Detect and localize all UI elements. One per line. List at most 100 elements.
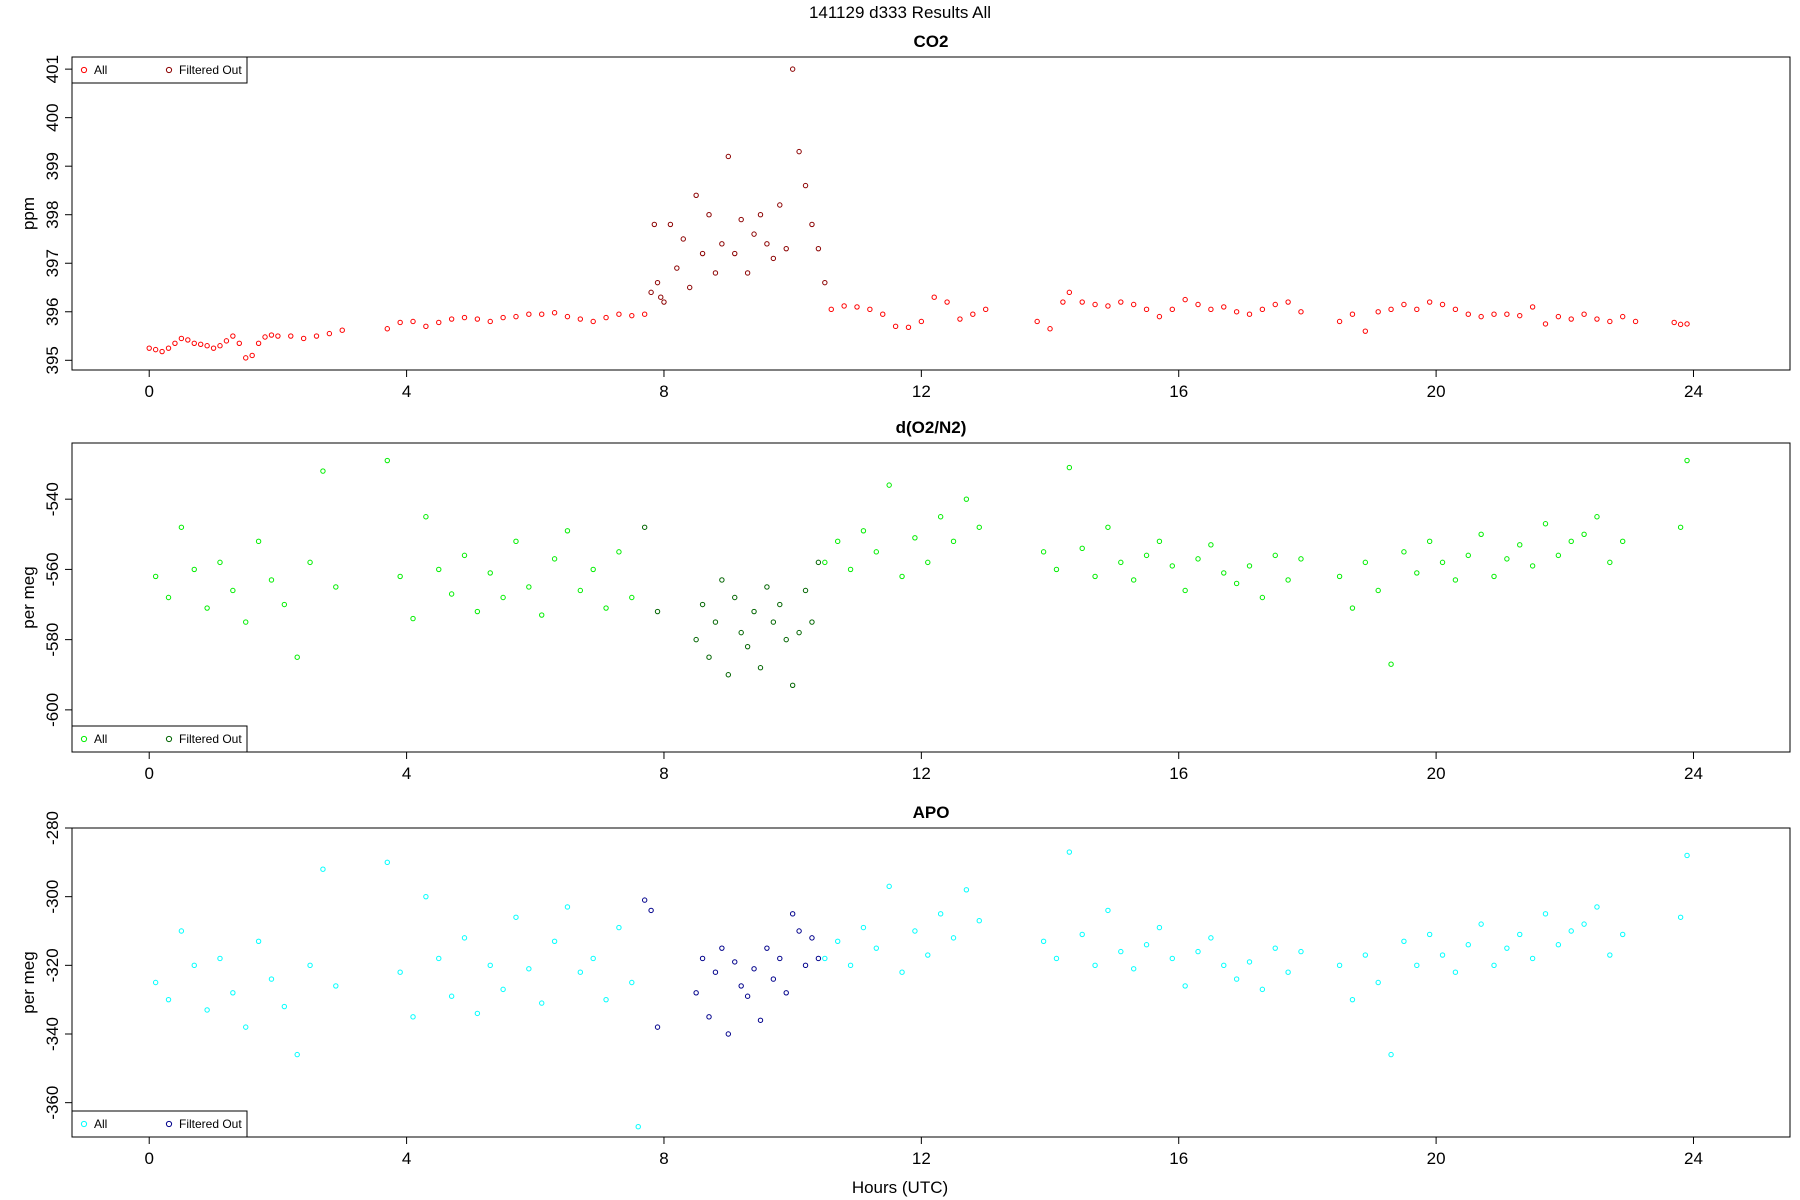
data-point — [1465, 552, 1471, 559]
data-point — [243, 1024, 249, 1030]
data-point — [500, 986, 506, 993]
data-point — [1581, 311, 1587, 317]
data-point — [217, 559, 223, 566]
y-tick-label: 399 — [43, 152, 62, 180]
data-point — [243, 355, 249, 361]
data-point — [230, 587, 236, 594]
data-point — [172, 340, 178, 347]
data-point — [680, 236, 686, 242]
data-point — [500, 314, 506, 321]
data-point — [1272, 552, 1278, 559]
x-tick-label: 16 — [1169, 764, 1188, 783]
plot-frame — [71, 56, 1791, 371]
data-point — [1040, 938, 1047, 944]
data-point — [1504, 945, 1510, 951]
data-point — [802, 587, 809, 594]
data-point — [1568, 316, 1574, 322]
data-point — [191, 962, 197, 969]
data-point — [1298, 556, 1304, 562]
y-tick-label: -540 — [43, 482, 62, 516]
data-point — [1542, 521, 1549, 527]
data-point — [616, 924, 622, 931]
data-point — [152, 979, 159, 986]
data-point — [1632, 318, 1639, 325]
data-point — [577, 587, 584, 594]
data-point — [738, 983, 744, 989]
data-point — [1156, 313, 1163, 320]
data-point — [564, 904, 571, 910]
data-point — [957, 316, 963, 322]
data-point — [815, 955, 822, 962]
data-point — [944, 299, 950, 305]
data-point — [1349, 311, 1356, 317]
data-point — [757, 212, 764, 218]
data-point — [551, 556, 558, 562]
data-point — [764, 584, 770, 590]
data-point — [590, 955, 596, 962]
legend-marker — [165, 66, 173, 74]
legend-label: Filtered Out — [179, 1117, 242, 1131]
data-point — [1375, 587, 1381, 594]
data-point — [217, 955, 223, 962]
data-point — [255, 340, 262, 347]
data-point — [1529, 304, 1536, 310]
panel-3: APO per meg 0 4 8 12 16 20 24 -280 -300 -320 -340 -36… — [19, 803, 1791, 1168]
data-point — [1568, 928, 1574, 934]
data-point — [1336, 962, 1343, 969]
data-point — [757, 665, 764, 671]
data-point — [603, 605, 609, 611]
data-point — [886, 883, 892, 890]
data-point — [397, 319, 403, 326]
data-point — [963, 887, 970, 893]
data-point — [1208, 306, 1214, 313]
data-point — [436, 319, 442, 326]
data-point — [1401, 301, 1407, 308]
data-point — [835, 938, 841, 944]
data-point — [223, 338, 230, 344]
data-point — [1092, 301, 1098, 308]
data-point — [1452, 969, 1459, 975]
x-tick-label: 16 — [1169, 382, 1188, 401]
data-point — [648, 907, 654, 914]
data-point — [1452, 577, 1459, 583]
data-point — [397, 573, 403, 580]
data-point — [230, 333, 236, 339]
data-point — [1208, 542, 1214, 548]
data-point — [577, 316, 584, 322]
data-point — [1040, 549, 1047, 555]
data-point — [1375, 979, 1381, 986]
data-point — [1677, 914, 1684, 920]
y-tick-label: -600 — [43, 693, 62, 727]
data-point — [706, 1014, 712, 1020]
data-point — [1143, 306, 1150, 313]
y-tick-label: -560 — [43, 552, 62, 586]
data-point — [487, 962, 493, 969]
data-point — [1233, 976, 1240, 982]
data-point — [963, 496, 970, 502]
data-point — [1620, 313, 1626, 320]
data-point — [410, 615, 416, 622]
data-point — [230, 990, 236, 996]
data-point — [384, 326, 390, 332]
legend-label: Filtered Out — [179, 732, 242, 746]
data-point — [313, 333, 320, 339]
data-point — [204, 1007, 210, 1013]
data-point — [423, 514, 429, 520]
data-point — [1555, 942, 1562, 948]
data-point — [1182, 983, 1188, 989]
data-point — [500, 594, 506, 601]
data-point — [1555, 313, 1562, 320]
data-point — [886, 482, 892, 488]
data-point — [1581, 531, 1587, 537]
data-point — [461, 314, 468, 321]
data-point — [1182, 296, 1188, 303]
data-point — [474, 316, 481, 322]
data-point — [815, 559, 822, 566]
y-tick-label: 400 — [43, 103, 62, 131]
series-filtered-out — [641, 524, 822, 688]
data-point — [165, 594, 172, 601]
data-point — [712, 619, 719, 625]
data-point — [1233, 580, 1240, 587]
data-point — [732, 594, 738, 601]
data-point — [757, 1017, 764, 1023]
